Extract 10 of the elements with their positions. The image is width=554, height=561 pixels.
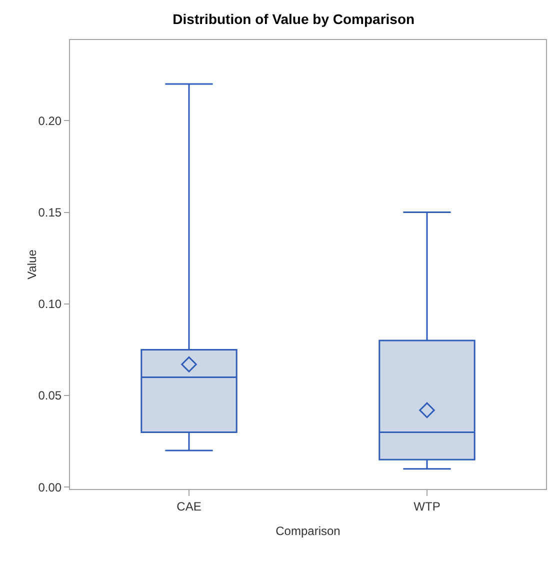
y-tick-label: 0.10 bbox=[38, 297, 62, 312]
x-axis-title: Comparison bbox=[276, 524, 340, 538]
y-tick-label: 0.05 bbox=[38, 388, 62, 403]
y-tick-label: 0.15 bbox=[38, 205, 62, 220]
x-tick-label: WTP bbox=[414, 499, 440, 514]
y-tick-label: 0.20 bbox=[38, 114, 62, 128]
x-tick-label: CAE bbox=[176, 499, 202, 514]
y-tick-label: 0.00 bbox=[38, 480, 62, 494]
y-axis-title: Value bbox=[25, 249, 39, 280]
chart-title: Distribution of Value by Comparison bbox=[172, 10, 415, 27]
